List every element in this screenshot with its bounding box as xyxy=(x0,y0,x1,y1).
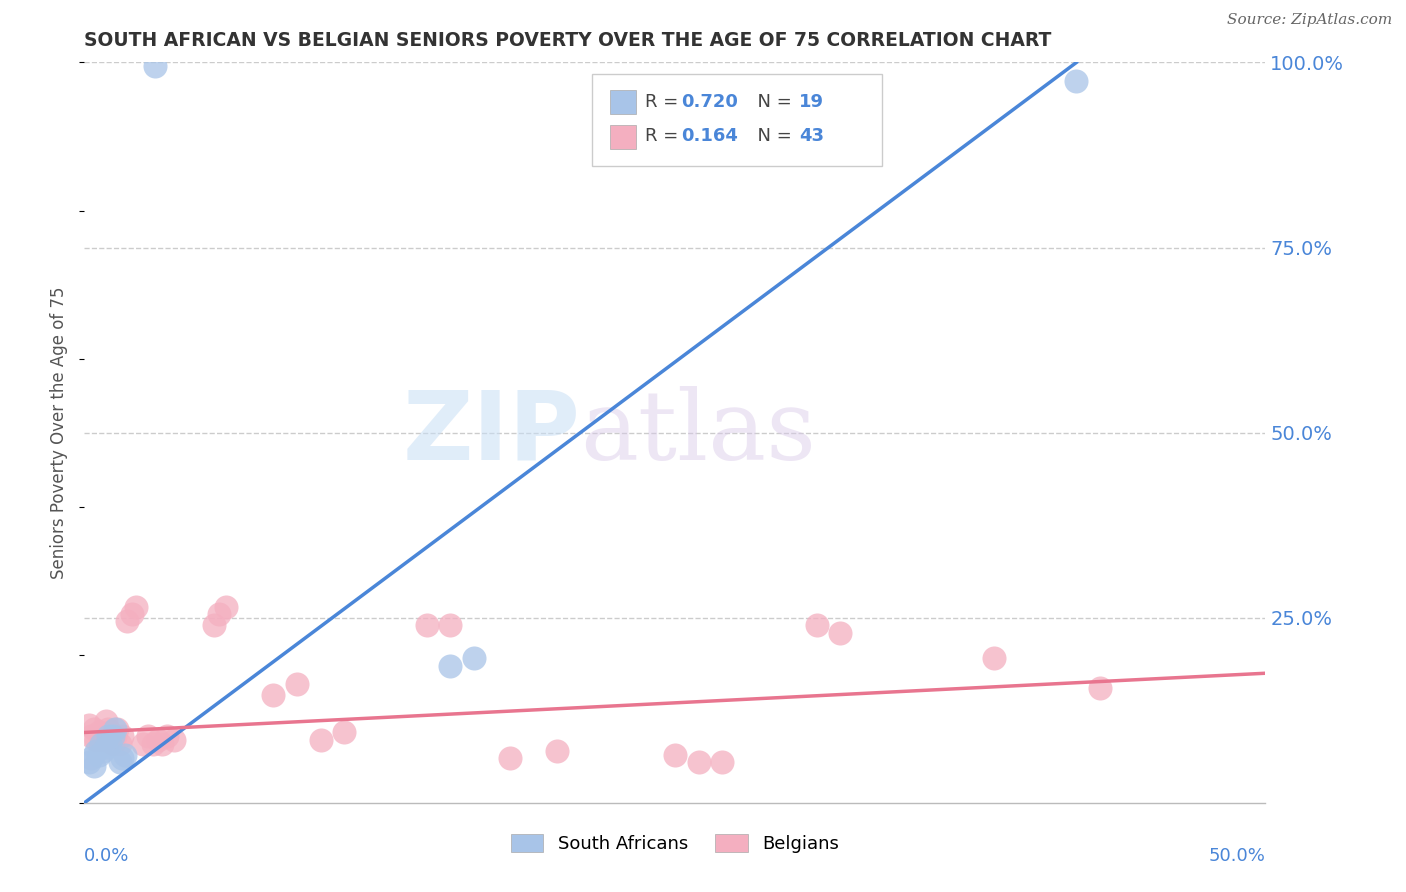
Point xyxy=(115,615,138,629)
Point xyxy=(94,740,117,755)
Point xyxy=(97,729,120,743)
Text: SOUTH AFRICAN VS BELGIAN SENIORS POVERTY OVER THE AGE OF 75 CORRELATION CHART: SOUTH AFRICAN VS BELGIAN SENIORS POVERTY… xyxy=(84,31,1052,50)
Point xyxy=(121,607,143,621)
Text: ZIP: ZIP xyxy=(402,386,581,479)
Point xyxy=(114,747,136,762)
Point xyxy=(830,625,852,640)
Point xyxy=(77,718,100,732)
Point xyxy=(84,732,107,747)
Point xyxy=(111,729,134,743)
Text: N =: N = xyxy=(745,128,797,145)
Point xyxy=(1066,74,1088,88)
Point xyxy=(125,599,148,614)
Point xyxy=(94,714,117,729)
Text: R =: R = xyxy=(645,128,685,145)
Point xyxy=(262,689,284,703)
Point xyxy=(163,732,186,747)
Point xyxy=(91,729,114,743)
Point xyxy=(136,729,159,743)
Point xyxy=(439,658,461,673)
Text: 50.0%: 50.0% xyxy=(1209,847,1265,865)
Point xyxy=(711,755,734,769)
Point xyxy=(107,722,129,736)
Point xyxy=(1088,681,1111,695)
Point xyxy=(83,722,105,736)
Point xyxy=(108,755,131,769)
Point xyxy=(101,737,124,751)
Point xyxy=(104,729,127,743)
Y-axis label: Seniors Poverty Over the Age of 75: Seniors Poverty Over the Age of 75 xyxy=(51,286,69,579)
Point xyxy=(333,725,356,739)
Point xyxy=(806,618,828,632)
Point xyxy=(664,747,686,762)
Point xyxy=(498,751,520,765)
Point xyxy=(143,59,166,73)
Point xyxy=(77,755,100,769)
Point xyxy=(101,729,124,743)
Point xyxy=(90,737,112,751)
Point xyxy=(463,651,485,665)
Text: 0.720: 0.720 xyxy=(681,93,738,111)
Point xyxy=(688,755,710,769)
Point xyxy=(91,744,114,758)
Point xyxy=(208,607,231,621)
Point xyxy=(285,677,308,691)
Point xyxy=(142,737,165,751)
Text: 0.164: 0.164 xyxy=(681,128,738,145)
Bar xyxy=(610,125,636,149)
Text: Source: ZipAtlas.com: Source: ZipAtlas.com xyxy=(1226,13,1392,28)
Point xyxy=(98,725,121,739)
Point xyxy=(416,618,439,632)
Legend: South Africans, Belgians: South Africans, Belgians xyxy=(503,827,846,861)
Text: N =: N = xyxy=(745,93,797,111)
Point xyxy=(132,737,155,751)
Text: atlas: atlas xyxy=(581,385,817,480)
Point xyxy=(309,732,332,747)
Point xyxy=(156,729,179,743)
Text: 19: 19 xyxy=(799,93,824,111)
Point xyxy=(84,744,107,758)
Point xyxy=(546,744,568,758)
Point xyxy=(104,722,127,736)
Point xyxy=(83,758,105,772)
Point xyxy=(215,599,238,614)
Point xyxy=(983,651,1005,665)
Point xyxy=(90,732,112,747)
Text: 0.0%: 0.0% xyxy=(84,847,129,865)
Point xyxy=(439,618,461,632)
Text: R =: R = xyxy=(645,93,685,111)
Point xyxy=(202,618,225,632)
Point xyxy=(146,732,169,747)
Point xyxy=(97,722,120,736)
Point xyxy=(87,747,110,762)
Point xyxy=(150,737,173,751)
Point xyxy=(98,737,121,751)
FancyBboxPatch shape xyxy=(592,73,882,166)
Point xyxy=(80,751,103,765)
Text: 43: 43 xyxy=(799,128,824,145)
Bar xyxy=(610,90,636,114)
Point xyxy=(87,725,110,739)
Point xyxy=(108,737,131,751)
Point xyxy=(80,729,103,743)
Point xyxy=(111,751,134,765)
